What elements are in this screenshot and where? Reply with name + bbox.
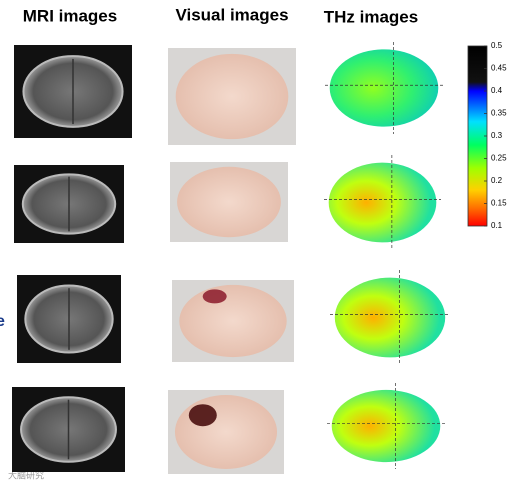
thz-brain [331,389,441,463]
lesion [188,404,217,427]
thz-brain [328,162,437,243]
visual-brain [174,395,278,469]
colorbar-tick-label: 0.1 [491,221,503,230]
watermark: 大脑研究 [8,469,44,480]
column-header: Visual images [175,5,288,24]
thz-brain [334,277,446,358]
colorbar-tick-label: 0.4 [491,86,503,95]
visual-brain [179,284,287,358]
thz-brain [329,49,439,127]
lesion [202,289,227,304]
column-header: MRI images [23,6,117,25]
visual-brain [175,53,289,140]
colorbar-tick-label: 0.2 [491,176,503,185]
colorbar-tick-label: 0.5 [491,41,503,50]
colorbar-tick-label: 0.3 [491,131,503,140]
colorbar-tick-label: 0.15 [491,199,507,208]
colorbar-tick-label: 0.45 [491,64,507,73]
column-header: THz images [324,7,418,26]
colorbar-tick-label: 0.35 [491,109,507,118]
text-fragment: e [0,313,5,330]
visual-brain [177,166,281,238]
colorbar-tick-label: 0.25 [491,154,507,163]
